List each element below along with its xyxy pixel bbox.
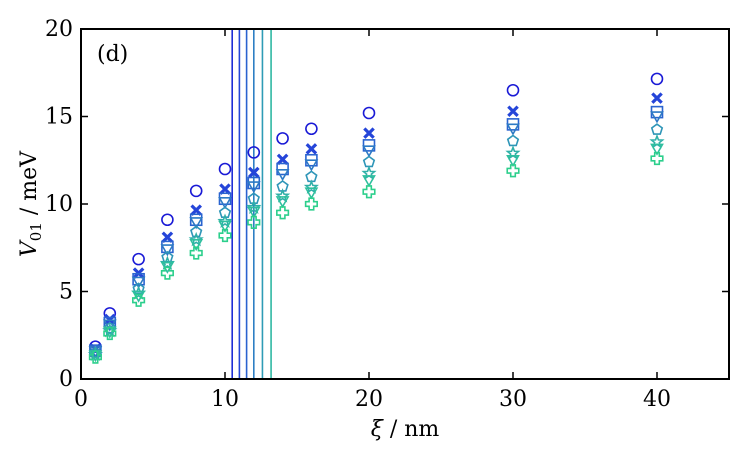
marker-s3-triangle-down [275,169,290,182]
marker-s0-circle [276,132,289,145]
marker-s1-x [219,183,231,195]
marker-s5-star [274,188,291,203]
marker-s3-triangle-down [246,181,261,194]
marker-s1-x [103,313,116,326]
marker-s0-circle [506,83,520,97]
marker-s2-square [276,162,289,176]
marker-s7-plus [362,185,376,199]
marker-s1-x [190,204,203,216]
marker-s1-x [305,143,318,155]
marker-s5-star [303,179,320,194]
x-axis-unit: / nm [383,417,440,442]
marker-s2-square [362,139,376,152]
marker-s3-triangle-down [131,276,146,289]
x-tick-label: 20 [355,387,383,412]
marker-s4-pentagon [362,155,376,168]
marker-s6-triangle-down [506,155,520,168]
axis-ticks: 0 10 20 30 40 0 5 10 15 20 [45,17,729,412]
marker-s0-circle [362,106,376,120]
marker-s2-square [189,213,203,227]
marker-s7-plus [218,228,232,243]
marker-s7-plus [276,206,290,220]
y-tick-label: 5 [59,280,73,305]
marker-s4-pentagon [650,123,664,135]
x-tick-label: 30 [499,387,527,412]
marker-s5-star [246,199,262,214]
marker-s0-circle [132,252,145,266]
marker-s1-x [247,166,260,179]
x-axis-label: ξ / nm [371,417,440,442]
marker-s7-plus [650,151,664,166]
marker-s5-star [159,255,176,270]
panel-label: (d) [97,42,128,67]
marker-s6-triangle-down [218,220,232,233]
y-axis-label: V01 / meV [17,150,45,257]
marker-s5-star [217,213,233,228]
marker-s7-plus [103,326,117,341]
marker-s0-circle [218,162,232,176]
marker-s6-triangle-down [275,196,290,209]
marker-s7-plus [88,350,102,364]
vertical-lines [231,29,272,379]
y-tick-label: 15 [45,105,73,130]
marker-s3-triangle-down [189,217,204,230]
x-tick-label: 10 [211,387,239,412]
marker-s1-x [161,231,174,244]
marker-s4-pentagon [506,134,520,147]
marker-s4-pentagon [132,282,145,295]
marker-s3-triangle-down [506,123,520,136]
marker-s4-pentagon [190,225,203,238]
marker-s3-triangle-down [362,145,376,158]
marker-s0-circle [247,146,261,159]
marker-s1-x [276,153,289,166]
y-axis-subscript: 01 [27,222,45,241]
marker-s7-plus [304,197,318,211]
marker-s5-star [188,231,204,247]
marker-s2-square [132,272,145,286]
marker-s1-x [651,92,663,104]
y-tick-label: 0 [59,367,73,392]
marker-s6-triangle-down [362,175,376,188]
plot-frame [80,28,730,380]
marker-s3-triangle-down [218,197,232,210]
marker-s0-circle [189,184,203,198]
marker-s3-triangle-down [650,111,664,124]
marker-s0-circle [161,213,174,227]
marker-s7-plus [247,215,261,229]
marker-s1-x [507,105,519,118]
marker-s7-plus [160,266,174,280]
marker-s7-plus [189,246,203,260]
marker-s0-circle [305,122,318,136]
marker-s3-triangle-down [160,244,175,257]
marker-s6-triangle-down [650,143,664,156]
y-tick-label: 10 [45,192,73,217]
marker-s6-triangle-down [189,239,204,252]
x-tick-label: 0 [74,387,88,412]
y-tick-label: 20 [45,17,73,42]
x-tick-label: 40 [643,387,671,412]
marker-s1-x [363,127,375,139]
data-markers [87,72,665,364]
marker-s3-triangle-down [304,159,319,172]
marker-s0-circle [650,72,664,86]
marker-s6-triangle-down [246,206,261,219]
marker-s7-plus [506,164,520,178]
y-axis-unit: / meV [17,150,42,222]
x-axis-symbol: ξ [371,417,385,442]
marker-s6-triangle-down [304,187,319,200]
marker-s7-plus [132,293,146,307]
y-axis-symbol: V [17,239,42,257]
marker-s2-square [218,192,232,206]
